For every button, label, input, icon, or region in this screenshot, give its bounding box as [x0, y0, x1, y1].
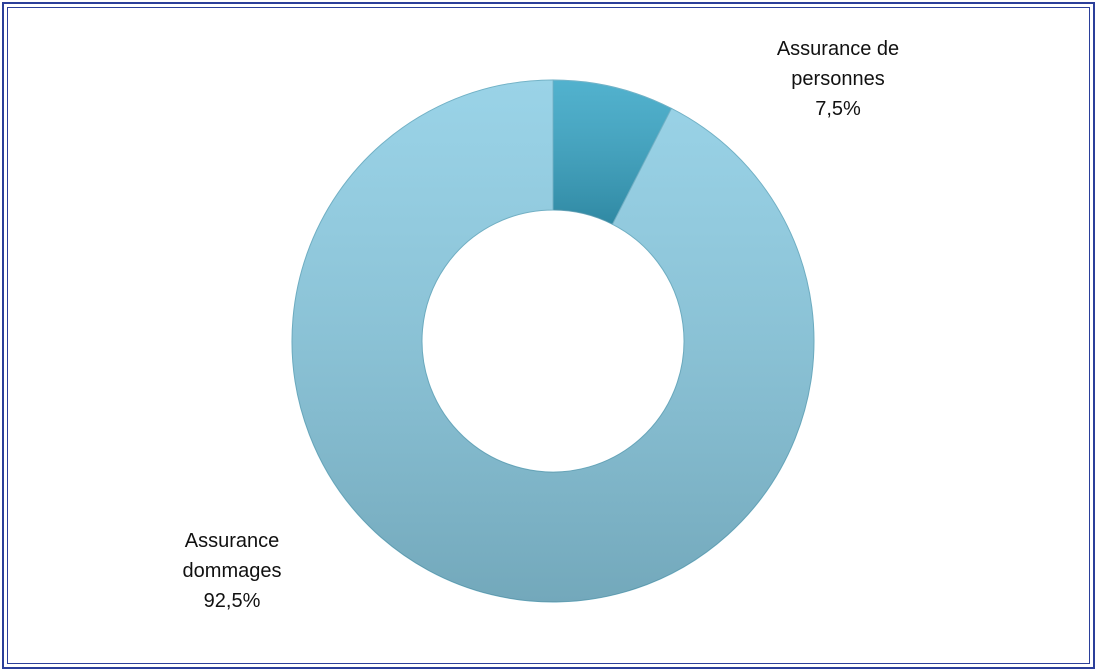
frame-inner	[7, 7, 1090, 664]
slice-label: Assurance dommages	[182, 530, 282, 582]
slice-value-label: 7,5%	[815, 98, 861, 120]
slice-label: Assurance de personnes	[776, 38, 900, 90]
donut-slice	[291, 79, 815, 603]
slice-value-label: 92,5%	[203, 590, 261, 612]
